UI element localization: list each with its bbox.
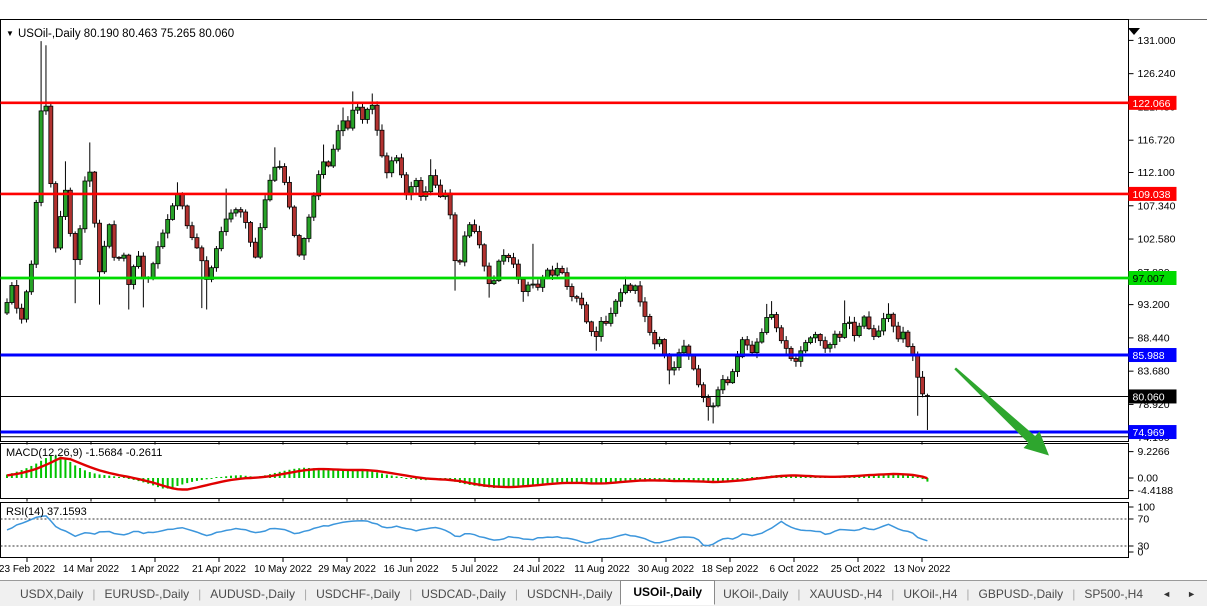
svg-text:70: 70 [1138,514,1150,526]
candlestick-series [4,41,930,430]
tab-separator: | [409,586,413,601]
svg-text:126.240: 126.240 [1138,68,1176,80]
tab-sp500-h4[interactable]: SP500-,H4 [1084,586,1144,601]
chart-collapse-icon: ▼ [6,29,14,38]
svg-text:88.440: 88.440 [1138,332,1170,344]
rsi-label: RSI(14) 37.1593 [6,506,87,518]
svg-text:116.720: 116.720 [1138,135,1175,147]
tab-separator: | [514,586,519,601]
tab-ukoil-daily[interactable]: UKOil-,Daily [723,586,789,601]
svg-text:29 May 2022: 29 May 2022 [318,564,376,575]
svg-text:1 Apr 2022: 1 Apr 2022 [131,564,180,575]
tab-separator: | [966,586,970,601]
svg-text:0.00: 0.00 [1138,473,1159,485]
svg-text:-4.4188: -4.4188 [1138,485,1174,497]
svg-text:102.580: 102.580 [1138,234,1176,246]
tab-separator: | [92,586,96,601]
macd-label: MACD(12,26,9) -1.5684 -0.2611 [6,447,162,459]
tab-scroll-arrows: ◄ ► [1159,587,1199,601]
svg-text:21 Apr 2022: 21 Apr 2022 [192,564,246,575]
svg-text:0: 0 [1138,547,1144,559]
svg-text:5 Jul 2022: 5 Jul 2022 [452,564,499,575]
tab-separator: | [891,586,895,601]
tab-audusd-daily[interactable]: AUDUSD-,Daily [210,586,295,601]
svg-text:14 Mar 2022: 14 Mar 2022 [63,564,120,575]
tab-usdchf-daily[interactable]: USDCHF-,Daily [316,586,401,601]
svg-text:11 Aug 2022: 11 Aug 2022 [574,564,630,575]
tab-separator: | [797,586,801,601]
rsi-indicator [0,515,1129,547]
svg-text:16 Jun 2022: 16 Jun 2022 [383,564,438,575]
svg-text:13 Nov 2022: 13 Nov 2022 [894,564,951,575]
svg-text:85.988: 85.988 [1133,350,1165,362]
svg-text:6 Oct 2022: 6 Oct 2022 [770,564,819,575]
tab-xauusd-h4[interactable]: XAUUSD-,H4 [809,586,883,601]
svg-text:24 Jul 2022: 24 Jul 2022 [513,564,565,575]
svg-text:122.066: 122.066 [1133,98,1171,110]
svg-text:83.680: 83.680 [1138,366,1170,378]
tab-separator: | [1072,586,1076,601]
tab-separator: | [303,586,308,601]
svg-text:30 Aug 2022: 30 Aug 2022 [638,564,695,575]
svg-text:80.060: 80.060 [1133,391,1165,403]
tab-scroll-right-icon[interactable]: ► [1187,588,1196,599]
chart-title: ▼ USOil-,Daily 80.190 80.463 75.265 80.06… [6,28,234,40]
symbol-tabs: USDX,Daily | EURUSD-,Daily | AUDUSD-,Daily | U… [12,580,1151,606]
symbol-tabbar: USDX,Daily | EURUSD-,Daily | AUDUSD-,Daily | U… [0,580,1207,606]
trend-arrow-annotation[interactable] [954,367,1049,456]
macd-signal-line [6,456,928,491]
macd-indicator [6,455,929,491]
date-axis: 23 Feb 2022 14 Mar 2022 1 Apr 2022 21 Apr 2… [0,441,951,575]
tab-ukoil-h4[interactable]: UKOil-,H4 [903,586,958,601]
tab-scroll-left-icon[interactable]: ◄ [1162,588,1172,599]
svg-text:97.007: 97.007 [1133,273,1165,285]
horizontal-level-lines [0,101,1129,438]
tab-usdcad-daily[interactable]: USDCAD-,Daily [421,586,506,601]
tab-separator: | [198,586,202,601]
svg-text:30: 30 [1138,541,1150,553]
svg-text:23 Feb 2022: 23 Feb 2022 [0,564,56,575]
svg-text:107.340: 107.340 [1138,200,1176,212]
tab-usdx-daily[interactable]: USDX,Daily [20,586,84,601]
svg-text:25 Oct 2022: 25 Oct 2022 [831,564,886,575]
price-axis-tags: 122.066 109.038 97.007 85.988 80.060 74.969 [1128,95,1177,440]
rsi-line [6,515,928,547]
tab-usoil-daily[interactable]: USOil-,Daily [620,580,716,605]
svg-text:100: 100 [1138,502,1156,514]
tab-gbpusd-daily[interactable]: GBPUSD-,Daily [978,586,1064,601]
svg-text:112.100: 112.100 [1138,167,1175,179]
svg-text:9.2266: 9.2266 [1138,446,1170,458]
chart-shift-marker-icon [1128,28,1140,35]
svg-text:74.969: 74.969 [1133,427,1165,439]
tab-eurusd-daily[interactable]: EURUSD-,Daily [104,586,190,601]
svg-text:131.000: 131.000 [1138,35,1176,47]
svg-text:18 Sep 2022: 18 Sep 2022 [702,564,759,575]
svg-text:USOil-,Daily 80.190 80.463 75: USOil-,Daily 80.190 80.463 75.265 80.060 [18,28,234,40]
svg-text:10 May 2022: 10 May 2022 [254,564,312,575]
tab-usdcnh-daily[interactable]: USDCNH-,Daily [527,586,613,601]
svg-text:93.200: 93.200 [1138,299,1170,311]
svg-text:109.038: 109.038 [1133,189,1171,201]
